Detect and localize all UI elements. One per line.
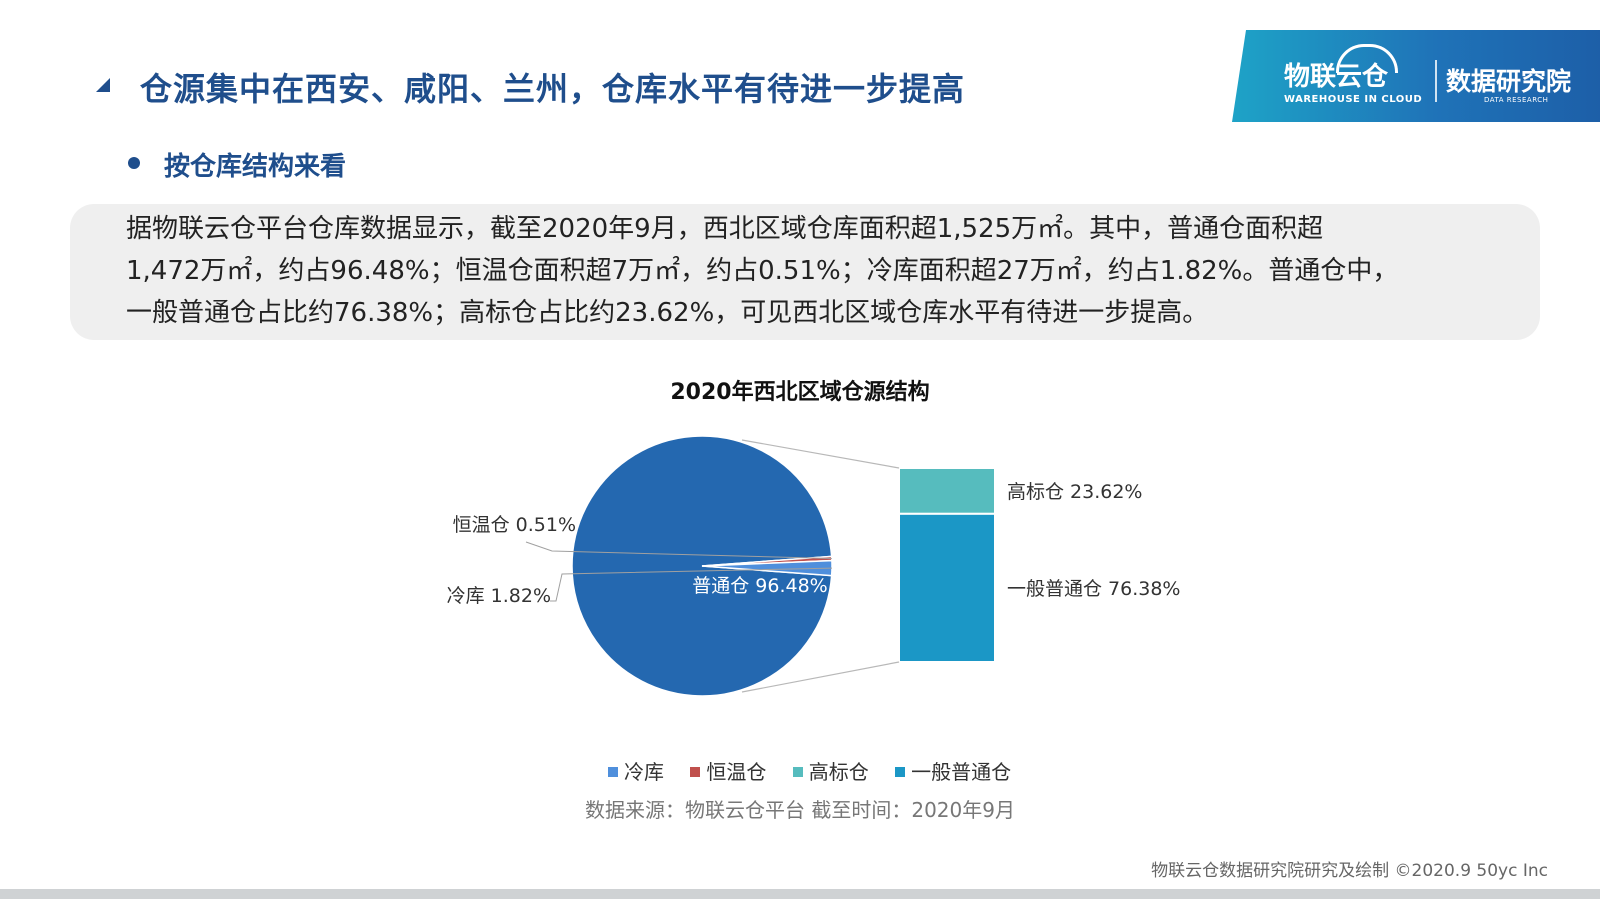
pie-label-general-warehouse: 普通仓 96.48%: [692, 575, 828, 597]
brand-logo: 物联云仓 WAREHOUSE IN CLOUD 数据研究院 DATA RESEA…: [1232, 30, 1600, 122]
pie-label-cold-storage: 冷库 1.82%: [447, 585, 551, 607]
logo-research-subtext: DATA RESEARCH: [1484, 96, 1549, 104]
legend-swatch-cold: [608, 767, 618, 777]
leader-line-constant-temp: [525, 541, 832, 559]
legend-item-cold: 冷库: [608, 756, 664, 785]
description-line-3: 一般普通仓占比约76.38%；高标仓占比约23.62%，可见西北区域仓库水平有待…: [126, 298, 1209, 328]
logo-brand-subtext: WAREHOUSE IN CLOUD: [1284, 94, 1423, 105]
bar-segment-high-standard: [898, 467, 996, 515]
leader-line-cold-storage: [550, 567, 833, 602]
connector-line-top: [741, 439, 900, 469]
footer-credit: 物联云仓数据研究院研究及绘制 ©2020.9 50yc Inc: [1151, 861, 1548, 881]
bar-segment-general: [898, 512, 996, 663]
pie-slice-general-warehouse: [571, 435, 833, 697]
legend-item-general: 一般普通仓: [895, 756, 1011, 785]
data-source-note: 数据来源：物联云仓平台 截至时间：2020年9月: [585, 798, 1015, 822]
legend-label-high-standard: 高标仓: [808, 760, 869, 784]
logo-research-text: 数据研究院: [1446, 67, 1572, 96]
bottom-bar: [0, 889, 1600, 899]
chart-legend: 冷库 恒温仓 高标仓 一般普通仓: [608, 756, 1031, 785]
section-heading: 按仓库结构来看: [164, 152, 347, 182]
pie-label-constant-temp: 恒温仓 0.51%: [453, 514, 576, 536]
connector-line-bottom: [741, 661, 900, 693]
legend-swatch-high-standard: [792, 767, 803, 777]
legend-swatch-constant-temp: [690, 767, 701, 777]
logo-divider: [1435, 60, 1437, 102]
legend-item-high-standard: 高标仓: [792, 756, 869, 785]
legend-item-constant-temp: 恒温仓: [690, 756, 766, 785]
legend-swatch-general: [895, 767, 906, 777]
description-box: [70, 204, 1540, 340]
description-line-2: 1,472万㎡，约占96.48%；恒温仓面积超7万㎡，约占0.51%；冷库面积超…: [126, 256, 1399, 286]
logo-brand-text: 物联云仓: [1284, 62, 1389, 92]
bar-label-high-standard: 高标仓 23.62%: [1007, 481, 1143, 503]
description-line-1: 据物联云仓平台仓库数据显示，截至2020年9月，西北区域仓库面积超1,525万㎡…: [126, 214, 1324, 244]
title-triangle-icon: [96, 78, 110, 92]
bullet-dot-icon: [128, 157, 140, 169]
chart-title: 2020年西北区域仓源结构: [670, 380, 930, 405]
legend-label-cold: 冷库: [624, 760, 664, 784]
legend-label-constant-temp: 恒温仓: [706, 760, 767, 784]
legend-label-general: 一般普通仓: [911, 760, 1012, 784]
bar-label-general: 一般普通仓 76.38%: [1007, 578, 1181, 600]
page-title: 仓源集中在西安、咸阳、兰州，仓库水平有待进一步提高: [140, 70, 966, 108]
